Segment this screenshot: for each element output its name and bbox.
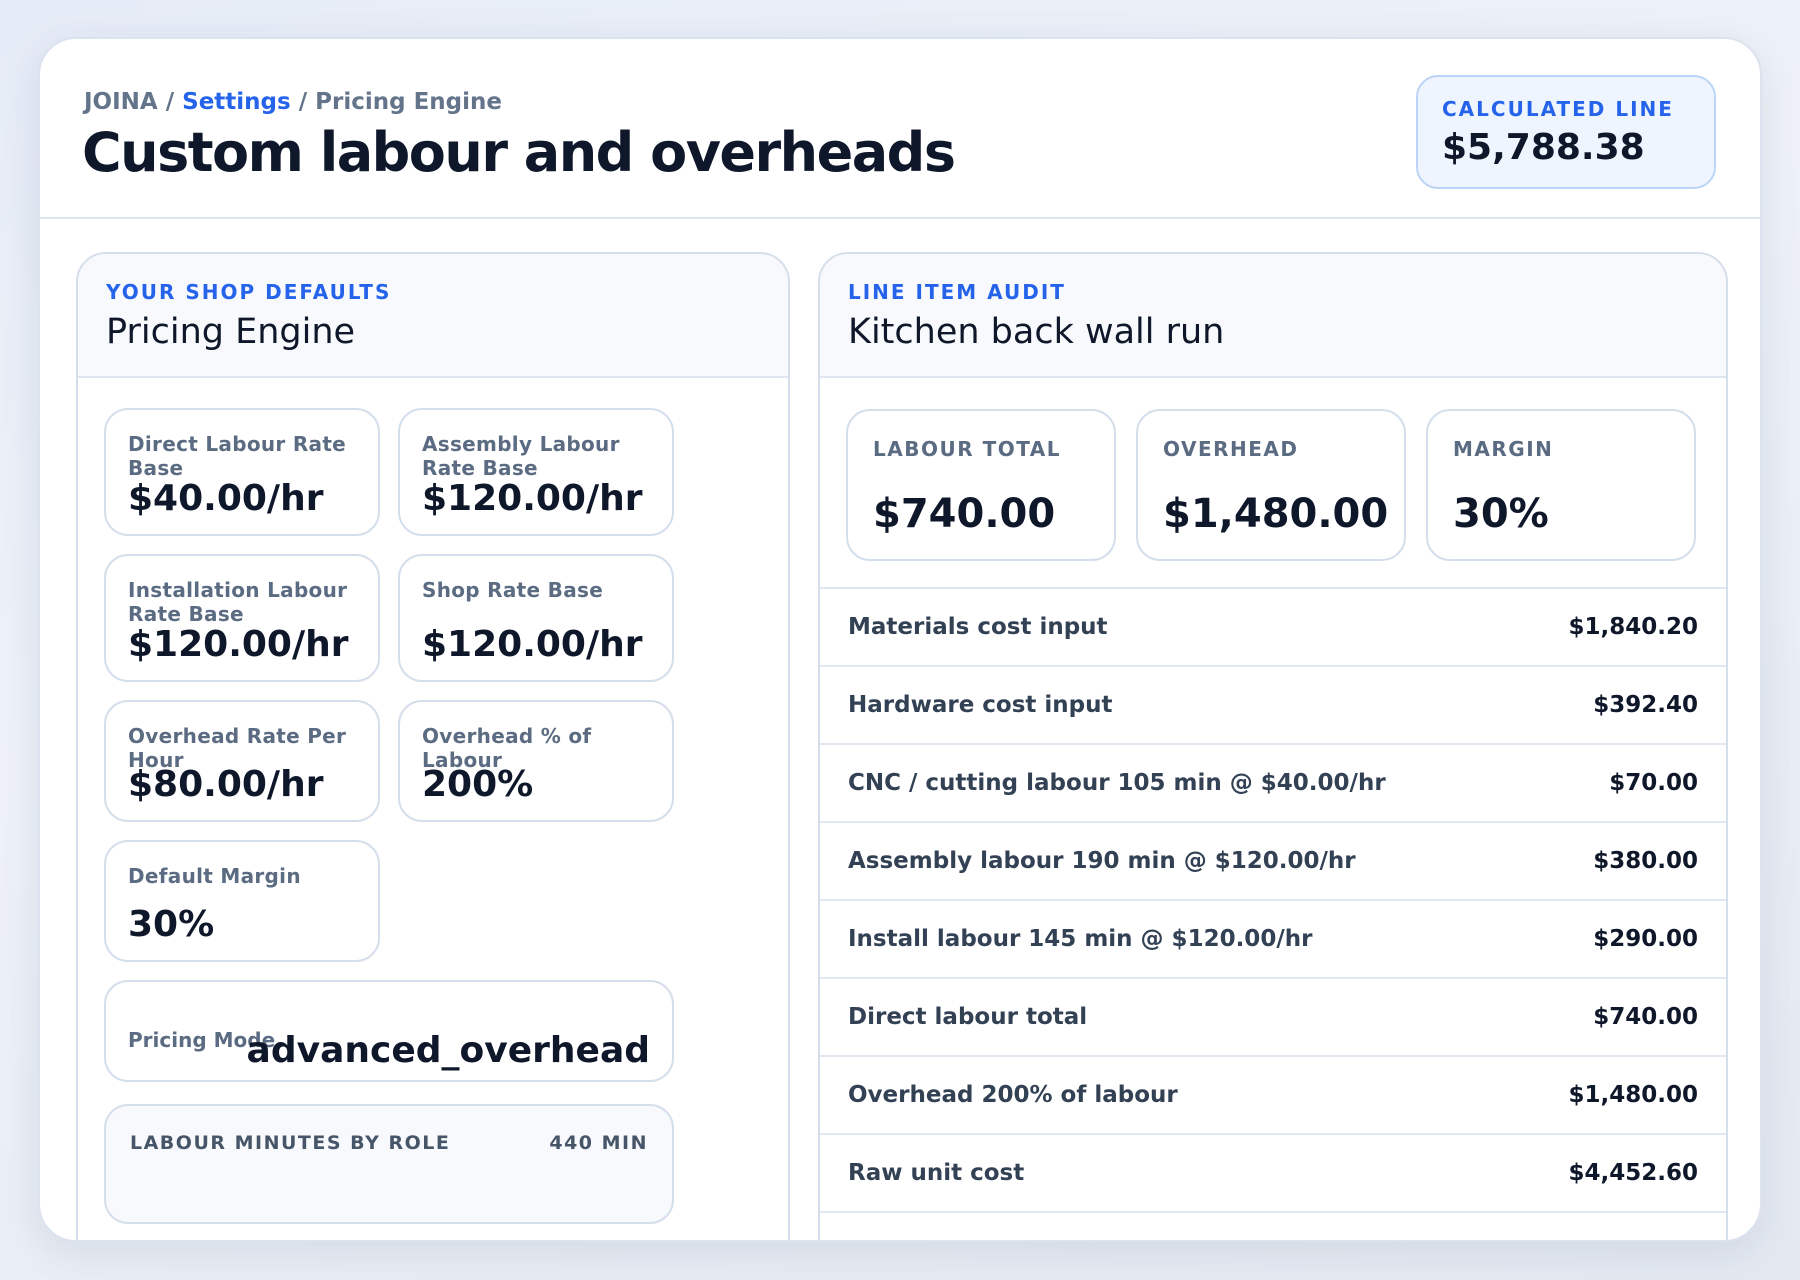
audit-label: Raw unit cost <box>848 1160 1025 1186</box>
calculated-line-summary: CALCULATED LINE $5,788.38 <box>1416 75 1716 189</box>
stat-label: MARGIN <box>1453 437 1554 461</box>
stat-label: LABOUR TOTAL <box>873 437 1062 461</box>
audit-label: Install labour 145 min @ $120.00/hr <box>848 926 1313 952</box>
rate-card-overhead-per-hour[interactable]: Overhead Rate Per Hour $80.00/hr <box>104 700 380 822</box>
rate-card-value: $120.00/hr <box>422 624 643 665</box>
audit-value: $4,452.60 <box>1568 1160 1699 1186</box>
page-header: JOINA / Settings / Pricing Engine Custom… <box>40 39 1760 219</box>
rate-card-value: 30% <box>128 904 215 945</box>
audit-value: $70.00 <box>1609 770 1698 796</box>
audit-value: $740.00 <box>1593 1004 1698 1030</box>
audit-value: $1,840.20 <box>1568 614 1699 640</box>
audit-row-cnc-labour: CNC / cutting labour 105 min @ $40.00/hr… <box>820 745 1726 823</box>
rate-card-shop-rate[interactable]: Shop Rate Base $120.00/hr <box>398 554 674 682</box>
panel-eyebrow: YOUR SHOP DEFAULTS <box>106 280 392 304</box>
audit-label: CNC / cutting labour 105 min @ $40.00/hr <box>848 770 1386 796</box>
rate-card-label: Installation Labour Rate Base <box>128 578 348 626</box>
audit-label: Overhead 200% of labour <box>848 1082 1178 1108</box>
labour-minutes-label: LABOUR MINUTES BY ROLE <box>130 1132 451 1154</box>
stat-value: $740.00 <box>873 491 1056 537</box>
rate-card-label: Default Margin <box>128 864 301 888</box>
audit-value: $290.00 <box>1593 926 1698 952</box>
stat-card-margin: MARGIN 30% <box>1426 409 1696 561</box>
pricing-mode-value: advanced_overhead <box>246 1030 650 1071</box>
rate-card-assembly-labour[interactable]: Assembly Labour Rate Base $120.00/hr <box>398 408 674 536</box>
audit-row-overhead: Overhead 200% of labour $1,480.00 <box>820 1057 1726 1135</box>
panel-header: YOUR SHOP DEFAULTS Pricing Engine <box>78 254 788 378</box>
breadcrumb-root[interactable]: JOINA <box>84 89 158 115</box>
panel-title: Pricing Engine <box>106 312 356 352</box>
labour-minutes-total: 440 MIN <box>549 1132 648 1154</box>
shop-defaults-panel: YOUR SHOP DEFAULTS Pricing Engine Direct… <box>76 252 790 1240</box>
breadcrumb: JOINA / Settings / Pricing Engine <box>84 89 502 115</box>
rate-card-label: Overhead % of Labour <box>422 724 592 772</box>
stat-value: 30% <box>1453 491 1549 537</box>
audit-value: $380.00 <box>1593 848 1698 874</box>
breadcrumb-separator: / <box>157 89 183 115</box>
calculated-line-label: CALCULATED LINE <box>1442 97 1674 121</box>
rate-card-value: $80.00/hr <box>128 764 324 805</box>
stat-value: $1,480.00 <box>1163 491 1389 537</box>
app-window: JOINA / Settings / Pricing Engine Custom… <box>38 37 1762 1242</box>
audit-label: Hardware cost input <box>848 692 1113 718</box>
audit-value: $392.40 <box>1593 692 1698 718</box>
panel-header: LINE ITEM AUDIT Kitchen back wall run <box>820 254 1726 378</box>
rate-card-label: Assembly Labour Rate Base <box>422 432 620 480</box>
page-title: Custom labour and overheads <box>82 121 956 184</box>
rate-card-installation-labour[interactable]: Installation Labour Rate Base $120.00/hr <box>104 554 380 682</box>
rate-card-direct-labour[interactable]: Direct Labour Rate Base $40.00/hr <box>104 408 380 536</box>
rate-card-label: Shop Rate Base <box>422 578 604 602</box>
breadcrumb-separator: / <box>290 89 316 115</box>
calculated-line-value: $5,788.38 <box>1442 127 1645 168</box>
audit-row-direct-labour-total: Direct labour total $740.00 <box>820 979 1726 1057</box>
stat-label: OVERHEAD <box>1163 437 1299 461</box>
audit-row-raw-unit-cost: Raw unit cost $4,452.60 <box>820 1135 1726 1213</box>
breadcrumb-current: Pricing Engine <box>315 89 502 115</box>
panel-eyebrow: LINE ITEM AUDIT <box>848 280 1066 304</box>
audit-row-install-labour: Install labour 145 min @ $120.00/hr $290… <box>820 901 1726 979</box>
pricing-mode-card[interactable]: Pricing Mode advanced_overhead <box>104 980 674 1082</box>
rate-card-value: 200% <box>422 764 534 805</box>
audit-label: Materials cost input <box>848 614 1108 640</box>
audit-list: Materials cost input $1,840.20 Hardware … <box>820 587 1726 1213</box>
rate-card-overhead-percent[interactable]: Overhead % of Labour 200% <box>398 700 674 822</box>
rate-card-value: $120.00/hr <box>128 624 349 665</box>
audit-row-assembly-labour: Assembly labour 190 min @ $120.00/hr $38… <box>820 823 1726 901</box>
rate-card-value: $40.00/hr <box>128 478 324 519</box>
line-item-audit-panel: LINE ITEM AUDIT Kitchen back wall run LA… <box>818 252 1728 1240</box>
audit-value: $1,480.00 <box>1568 1082 1699 1108</box>
rate-card-label: Direct Labour Rate Base <box>128 432 347 480</box>
rate-card-label: Overhead Rate Per Hour <box>128 724 347 772</box>
audit-row-hardware: Hardware cost input $392.40 <box>820 667 1726 745</box>
audit-label: Assembly labour 190 min @ $120.00/hr <box>848 848 1356 874</box>
audit-label: Direct labour total <box>848 1004 1088 1030</box>
stat-card-overhead: OVERHEAD $1,480.00 <box>1136 409 1406 561</box>
panel-title: Kitchen back wall run <box>848 312 1225 352</box>
rate-card-default-margin[interactable]: Default Margin 30% <box>104 840 380 962</box>
breadcrumb-settings-link[interactable]: Settings <box>182 89 291 115</box>
pricing-mode-label: Pricing Mode <box>128 1028 276 1052</box>
audit-row-materials: Materials cost input $1,840.20 <box>820 589 1726 667</box>
stat-card-labour-total: LABOUR TOTAL $740.00 <box>846 409 1116 561</box>
rate-card-value: $120.00/hr <box>422 478 643 519</box>
labour-minutes-card[interactable]: LABOUR MINUTES BY ROLE 440 MIN <box>104 1104 674 1224</box>
